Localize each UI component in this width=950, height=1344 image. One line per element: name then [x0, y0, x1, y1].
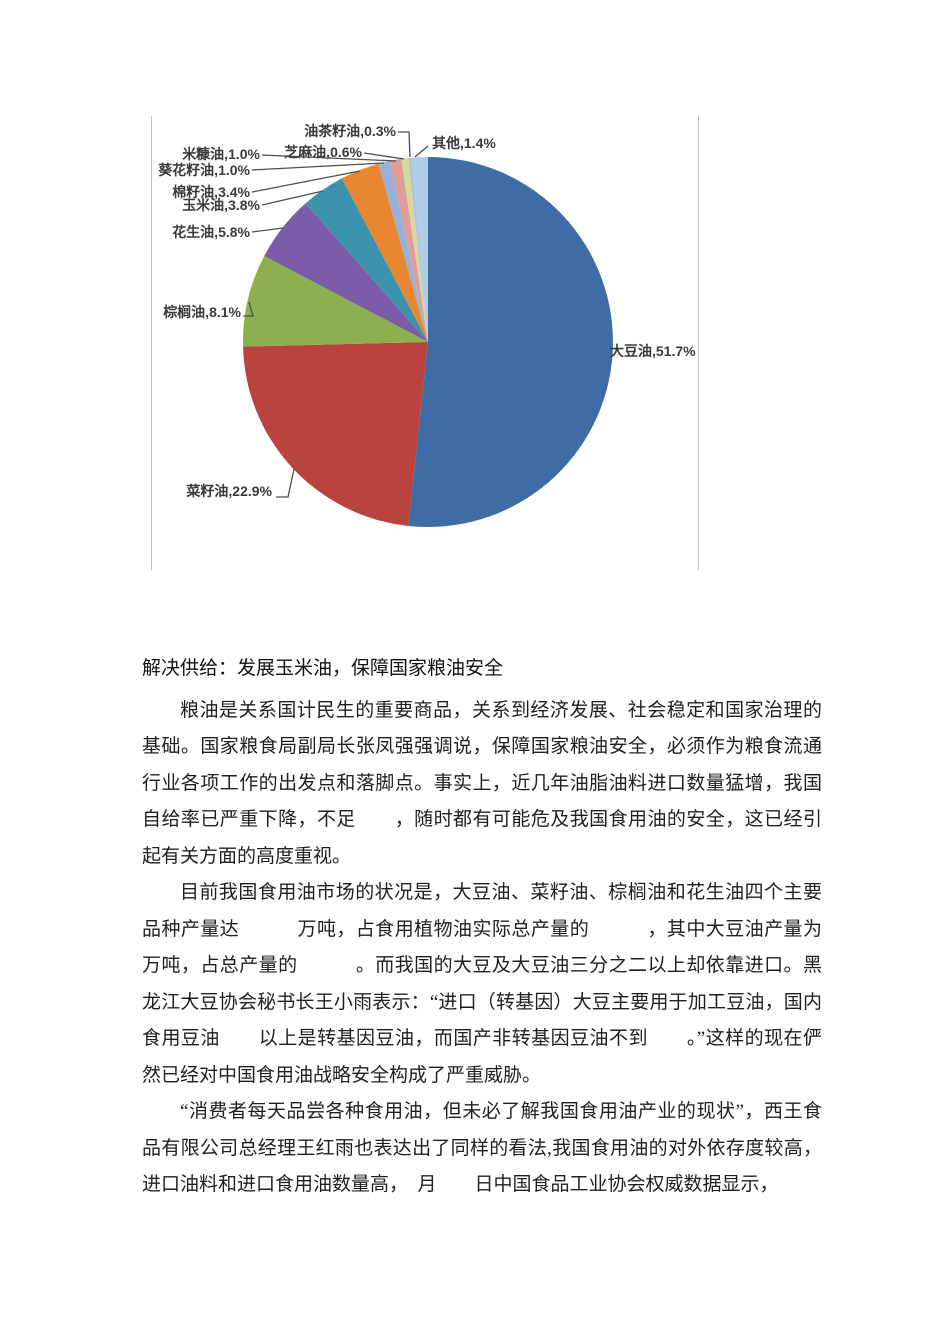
leader-line-葵花籽油: [251, 162, 385, 171]
slice-label-棉籽油: 棉籽油,3.4%: [172, 184, 250, 200]
slice-label-其他: 其他,1.4%: [432, 135, 496, 151]
pie-slice-菜籽油: [243, 342, 428, 526]
leader-line-芝麻油: [363, 152, 405, 160]
edible-oil-pie-chart: 大豆油,51.7% 菜籽油,22.9% 棕榈油,8.1% 花生油,5.8% 玉米油,3.…: [151, 116, 699, 570]
slice-label-玉米油: 玉米油,3.8%: [182, 197, 260, 213]
leader-line-米糠油: [261, 154, 397, 162]
slice-label-油茶籽油: 油茶籽油,0.3%: [304, 123, 396, 139]
pie-slice-米糠油: [389, 158, 428, 342]
leader-line-玉米油: [261, 190, 324, 206]
pie-slice-棕榈油: [243, 255, 428, 347]
pie-slice-棉籽油: [341, 163, 428, 342]
leader-line-油茶籽油: [398, 131, 411, 158]
pie-slice-玉米油: [305, 178, 428, 342]
pie-slice-油茶籽油: [408, 157, 428, 342]
slice-label-米糠油: 米糠油,1.0%: [182, 146, 260, 162]
leader-line-棉籽油: [251, 170, 361, 193]
pie-chart-canvas: 大豆油,51.7% 菜籽油,22.9% 棕榈油,8.1% 花生油,5.8% 玉米油,3.…: [157, 123, 696, 527]
slice-label-菜籽油: 菜籽油,22.9%: [185, 483, 272, 499]
pie-slice-花生油: [264, 203, 428, 342]
pie-slice-葵花籽油: [378, 160, 428, 342]
slice-label-大豆油: 大豆油,51.7%: [610, 343, 696, 359]
leader-line-菜籽油: [276, 468, 295, 498]
article-heading: 解决供给：发展玉米油，保障国家粮油安全: [142, 658, 504, 679]
slice-label-花生油: 花生油,5.8%: [172, 224, 250, 240]
leader-line-其他: [414, 145, 429, 158]
slice-label-葵花籽油: 葵花籽油,1.0%: [157, 162, 250, 178]
leader-line-棕榈油: [243, 301, 254, 317]
article-paragraph-2: 目前我国食用油市场的状况是，大豆油、菜籽油、棕榈油和花生油四个主要品种产量达 万…: [142, 882, 880, 1086]
slice-label-棕榈油: 棕榈油,8.1%: [162, 304, 241, 320]
pie-slice-芝麻油: [401, 158, 428, 342]
article-paragraph-1: 粮油是关系国计民生的重要商品，关系到经济发展、社会稳定和国家治理的基础。国家粮食…: [142, 699, 822, 867]
pie-slice-其他: [411, 157, 428, 342]
article-paragraph-3: “消费者每天品尝各种食用油，但未必了解我国食用油产业的现状”，西王食品有限公司总…: [142, 1101, 822, 1195]
article-body: 解决供给：发展玉米油，保障国家粮油安全 粮油是关系国计民生的重要商品，关系到经济…: [142, 651, 880, 1204]
pie-slice-大豆油: [408, 157, 613, 527]
leader-line-花生油: [251, 227, 284, 233]
slice-label-芝麻油: 芝麻油,0.6%: [284, 144, 362, 160]
